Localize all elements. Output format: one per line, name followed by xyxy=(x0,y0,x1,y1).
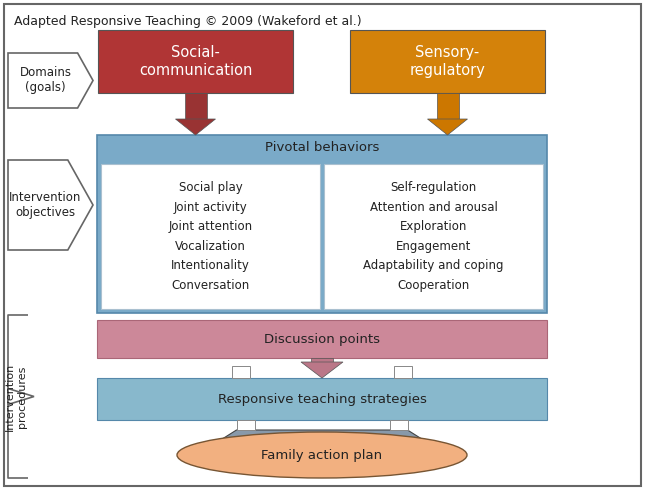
Bar xyxy=(98,30,293,93)
Bar xyxy=(324,164,543,309)
Polygon shape xyxy=(8,160,93,250)
Polygon shape xyxy=(8,53,93,108)
Bar xyxy=(97,320,547,358)
Ellipse shape xyxy=(177,432,467,478)
Text: Intervention
procedures: Intervention procedures xyxy=(5,363,26,431)
Polygon shape xyxy=(301,362,343,378)
Text: Intervention
objectives: Intervention objectives xyxy=(9,191,81,219)
Bar xyxy=(97,378,547,420)
Bar xyxy=(232,366,250,378)
Text: Social play
Joint activity
Joint attention
Vocalization
Intentionality
Conversat: Social play Joint activity Joint attenti… xyxy=(169,181,253,292)
Bar xyxy=(101,164,320,309)
Bar xyxy=(437,93,459,119)
Bar xyxy=(390,420,408,430)
Text: Self-regulation
Attention and arousal
Exploration
Engagement
Adaptability and co: Self-regulation Attention and arousal Ex… xyxy=(363,181,504,292)
Text: Discussion points: Discussion points xyxy=(264,333,380,345)
Bar xyxy=(350,30,545,93)
Polygon shape xyxy=(192,430,452,458)
Polygon shape xyxy=(8,389,34,405)
Polygon shape xyxy=(428,119,468,135)
Bar xyxy=(394,366,412,378)
Bar xyxy=(236,420,255,430)
Bar xyxy=(97,135,547,313)
Polygon shape xyxy=(176,119,216,135)
Text: Family action plan: Family action plan xyxy=(262,448,382,462)
Bar xyxy=(311,358,333,362)
Text: Responsive teaching strategies: Responsive teaching strategies xyxy=(218,392,426,406)
Text: Domains
(goals): Domains (goals) xyxy=(19,67,72,95)
Bar xyxy=(185,93,207,119)
Text: Pivotal behaviors: Pivotal behaviors xyxy=(265,141,379,154)
Text: Adapted Responsive Teaching © 2009 (Wakeford et al.): Adapted Responsive Teaching © 2009 (Wake… xyxy=(14,15,362,28)
Text: Social-
communication: Social- communication xyxy=(139,45,252,78)
Text: Sensory-
regulatory: Sensory- regulatory xyxy=(410,45,485,78)
